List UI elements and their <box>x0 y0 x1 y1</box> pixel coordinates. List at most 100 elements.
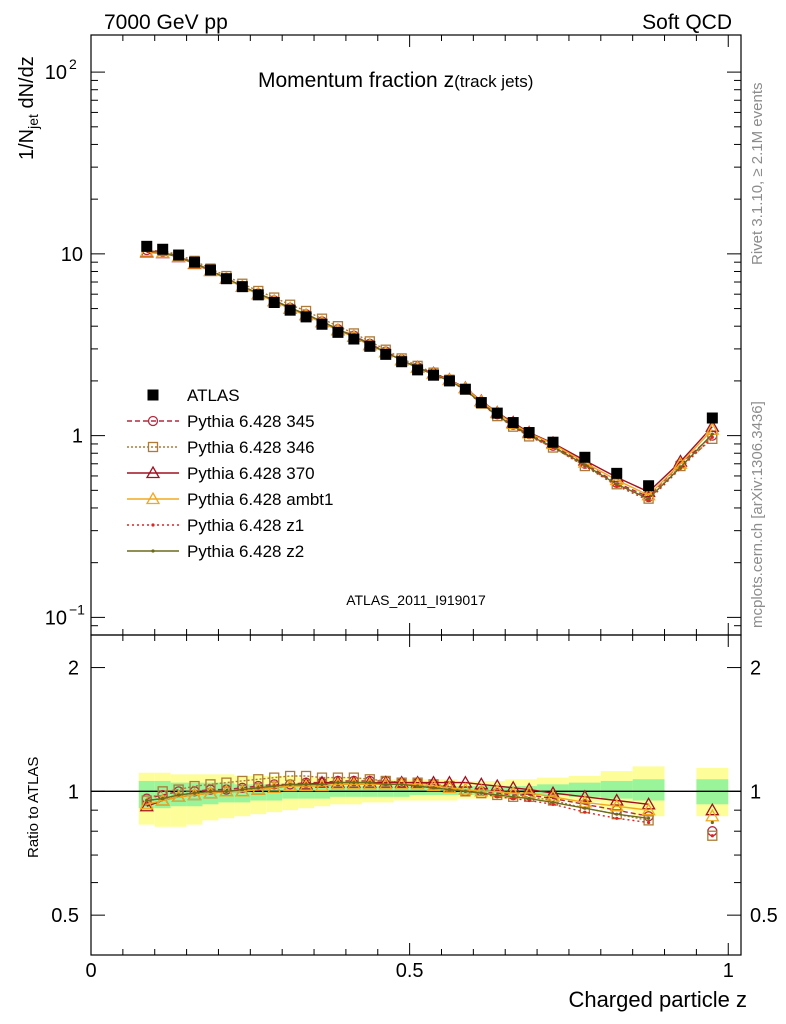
series-point-5 <box>678 465 683 469</box>
ratio-point-5 <box>447 787 452 792</box>
ratio-point-5 <box>320 782 324 786</box>
ratio-point-3 <box>394 777 409 790</box>
y-tick-label-ratio: 1 <box>68 781 79 803</box>
ratio-point-2 <box>378 775 393 788</box>
legend-marker-5 <box>151 549 155 553</box>
ratio-point-2 <box>442 775 457 788</box>
x-tick-label: 1 <box>723 960 734 982</box>
ratio-frame <box>90 634 742 956</box>
ratio-point-3 <box>219 784 234 797</box>
ratio-point-2 <box>705 802 720 816</box>
data-point <box>141 240 153 252</box>
ratio-point-5 <box>415 784 420 788</box>
ratio-point-3 <box>609 798 624 812</box>
ratio-point-2 <box>458 775 473 788</box>
ratio-point-3 <box>314 778 330 792</box>
ratio-point-5 <box>431 786 436 790</box>
ratio-point-5 <box>272 784 276 788</box>
ratio-point-1 <box>316 772 328 783</box>
ratio-point-5 <box>256 786 260 790</box>
legend-label-3: Pythia 6.428 ambt1 <box>187 490 333 509</box>
y-tick-label-ratio: 2 <box>68 658 79 680</box>
analysis-id: ATLAS_2011_I919017 <box>346 592 486 608</box>
data-point <box>475 397 487 409</box>
legend-marker-2 <box>145 465 161 479</box>
ratio-point-1 <box>205 779 216 790</box>
ratio-point-5 <box>527 797 531 801</box>
chart-title-main: Momentum fraction z <box>258 69 454 92</box>
ratio-point-5 <box>479 791 483 795</box>
series-point-4 <box>710 435 714 439</box>
data-point <box>300 311 312 323</box>
y-axis-label-ratio: Ratio to ATLAS <box>25 757 42 858</box>
ratio-point-2 <box>298 777 314 790</box>
ratio-point-1 <box>643 815 654 826</box>
ratio-point-3 <box>346 777 361 790</box>
y-tick-label-main: 10 <box>61 244 83 266</box>
data-point <box>396 356 408 368</box>
series-point-2 <box>705 419 720 432</box>
legend-label-2: Pythia 6.428 370 <box>187 464 315 483</box>
legend-marker-0 <box>147 415 159 427</box>
ratio-point-2 <box>545 785 561 799</box>
ratio-point-5 <box>463 789 467 793</box>
ratio-point-5 <box>646 816 651 820</box>
band-inner-segment <box>600 780 633 799</box>
ratio-point-1 <box>221 777 232 788</box>
ratio-point-5 <box>240 787 244 792</box>
side-label-rivet: Rivet 3.1.10, ≥ 2.1M events <box>749 83 766 266</box>
ratio-point-5 <box>192 791 197 795</box>
ratio-point-4 <box>710 834 714 838</box>
data-point <box>443 375 455 387</box>
ratio-point-5 <box>177 793 181 797</box>
ratio-point-2 <box>506 780 521 793</box>
ratio-point-5 <box>551 800 555 805</box>
data-point <box>611 467 623 479</box>
legend-label-1: Pythia 6.428 346 <box>187 438 315 457</box>
legend: ATLAS Pythia 6.428 345 Pythia 6.428 346 Pyt… <box>127 386 333 561</box>
ratio-point-3 <box>155 793 170 806</box>
data-point <box>236 281 248 293</box>
plot-frames <box>90 34 742 956</box>
ratio-point-0 <box>269 779 280 790</box>
ratio-point-5 <box>583 806 587 810</box>
data-point <box>507 417 519 429</box>
band-inner-segment <box>409 786 426 795</box>
data-point <box>523 427 535 439</box>
ratio-point-0 <box>237 782 248 793</box>
y-tick-label-main: 1 <box>72 426 83 448</box>
data-point <box>316 318 328 330</box>
data-point <box>364 340 376 352</box>
ratio-point-2 <box>394 775 409 788</box>
data-point <box>173 249 185 261</box>
y-label-subscript: jet <box>25 114 41 130</box>
x-axis-label: Charged particle z <box>568 987 747 1012</box>
ratio-point-5 <box>400 782 404 786</box>
side-label-mcplots: mcplots.cern.ch [arXiv:1306.3436] <box>749 401 766 628</box>
ratio-point-2 <box>330 775 346 788</box>
data-point <box>252 289 264 301</box>
y-tick-label-ratio-right: 0.5 <box>750 905 778 927</box>
y-tick-label-ratio-right: 1 <box>750 781 761 803</box>
ratio-point-5 <box>710 820 714 825</box>
ratio-point-3 <box>298 778 314 792</box>
ratio-point-3 <box>410 777 425 790</box>
data-point <box>332 326 344 338</box>
band-inner-segment <box>234 784 251 803</box>
ratio-point-4 <box>583 810 587 814</box>
ratio-point-5 <box>368 781 372 785</box>
legend-label-0: Pythia 6.428 345 <box>187 412 315 431</box>
series-point-1 <box>643 493 654 504</box>
ratio-point-1 <box>707 830 718 841</box>
legend-marker-4 <box>151 523 155 527</box>
ratio-point-1 <box>157 786 168 797</box>
ratio-point-5 <box>288 782 292 786</box>
chart-title: Momentum fraction z(track jets) <box>258 69 533 92</box>
y-tick-label-ratio: 0.5 <box>51 905 79 927</box>
data-point <box>380 348 392 360</box>
data-point <box>348 333 360 345</box>
ratio-point-3 <box>187 787 202 801</box>
header-right: Soft QCD <box>642 11 732 34</box>
legend-label-5: Pythia 6.428 z2 <box>187 542 304 561</box>
data-point <box>157 243 169 255</box>
